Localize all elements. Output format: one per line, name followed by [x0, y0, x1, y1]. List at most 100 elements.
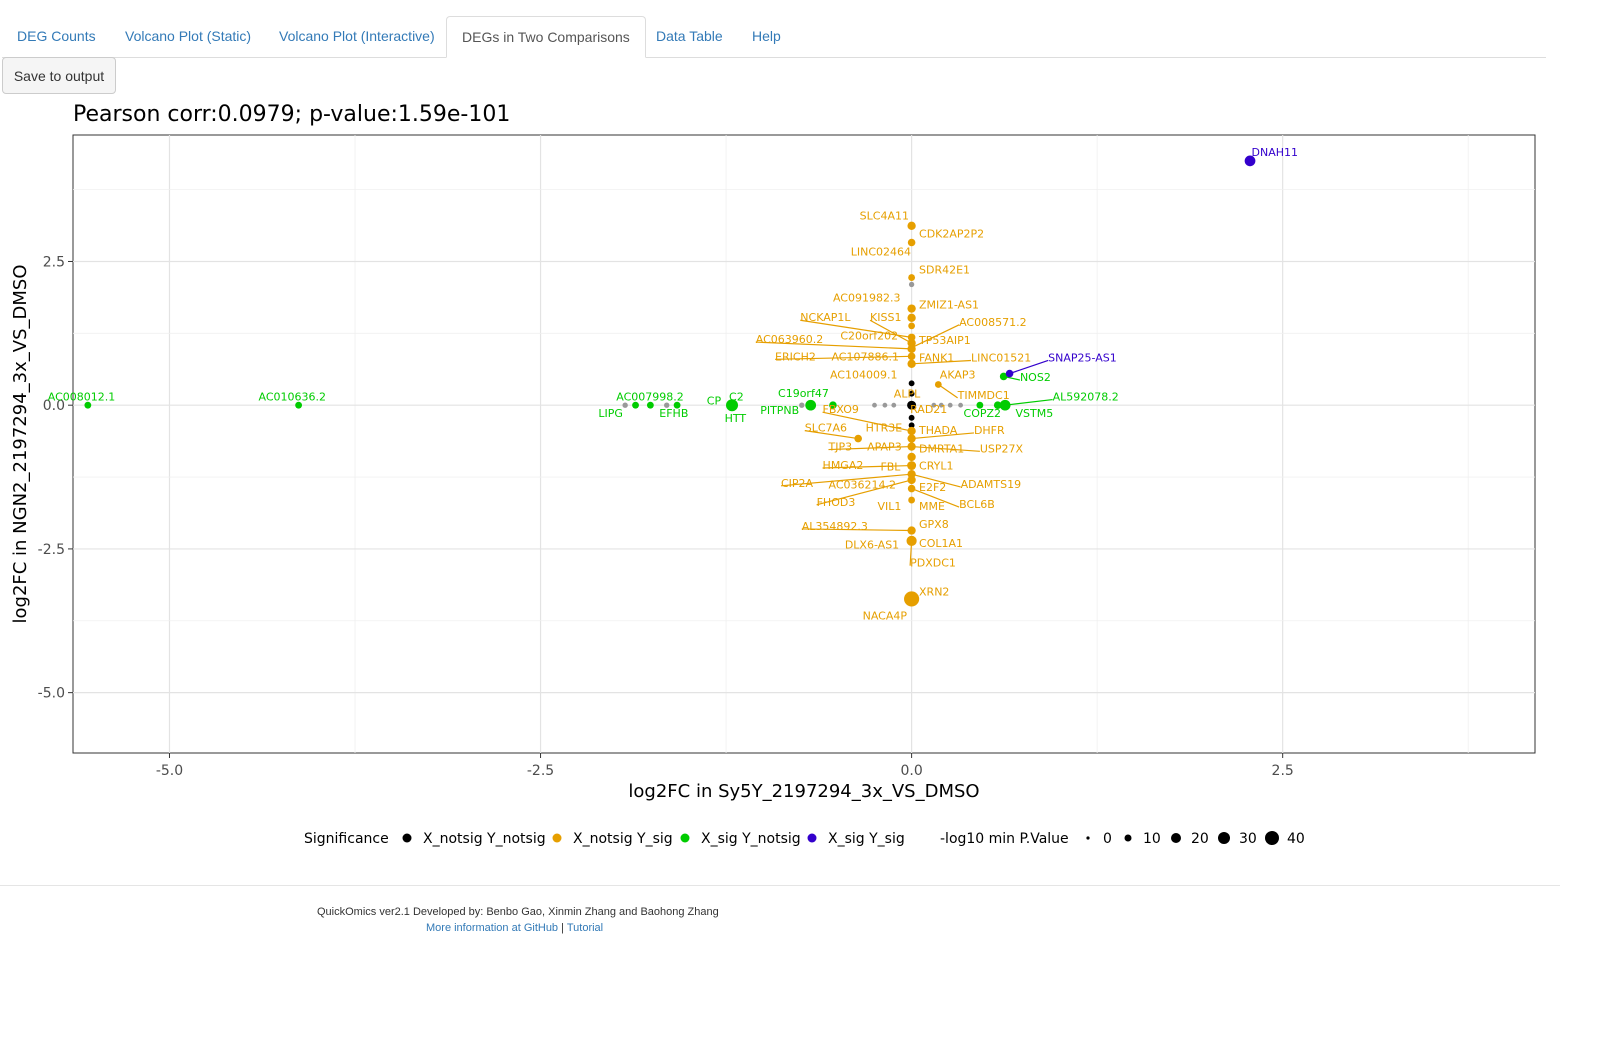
data-point — [947, 402, 953, 408]
gene-label: SLC4A11 — [860, 209, 909, 222]
legend-size-label: 20 — [1191, 831, 1209, 847]
tab-degs-two-comparisons[interactable]: DEGs in Two Comparisons — [446, 16, 646, 58]
data-point — [907, 442, 916, 451]
github-link[interactable]: More information at GitHub — [426, 922, 559, 934]
footer-divider — [0, 885, 1560, 886]
gene-label: DNAH11 — [1252, 146, 1299, 159]
gene-label: HTR3E — [866, 422, 903, 435]
gene-label: LINC01521 — [971, 351, 1031, 364]
gene-label: COL1A1 — [919, 537, 963, 550]
tab-data-table[interactable]: Data Table — [656, 28, 723, 44]
chart-title: Pearson corr:0.0979; p-value:1.59e-101 — [73, 102, 510, 127]
data-point — [907, 452, 916, 462]
data-point — [632, 401, 639, 409]
legend-size-label: 10 — [1143, 831, 1161, 847]
gene-label: ERICH2 — [775, 350, 816, 363]
legend-label: X_sig Y_notsig — [701, 831, 801, 847]
gene-label: PDXDC1 — [910, 557, 956, 570]
data-point — [891, 402, 897, 408]
data-point — [664, 402, 670, 408]
label-leader-line — [911, 487, 960, 508]
data-point — [854, 434, 862, 443]
gene-label: AC008012.1 — [48, 391, 116, 404]
gene-label: E2F2 — [919, 481, 946, 494]
label-leader-line — [775, 355, 912, 360]
gene-label: ZMIZ1-AS1 — [919, 299, 979, 312]
gene-label: THADA — [918, 424, 958, 437]
data-point — [1244, 155, 1256, 167]
data-point — [907, 359, 916, 368]
gene-label: DLX6-AS1 — [845, 538, 899, 551]
data-point — [999, 372, 1008, 381]
data-point — [673, 401, 681, 409]
gene-label: FANK1 — [919, 351, 954, 364]
legend-significance-entries: X_notsig Y_notsig X_notsig Y_sig X_sig Y_n… — [402, 831, 905, 847]
data-point — [872, 402, 877, 408]
gene-label: AC104009.1 — [830, 369, 898, 382]
data-point — [646, 401, 654, 409]
gene-label: TP53AIP1 — [918, 334, 971, 347]
gene-label: DHFR — [974, 424, 1005, 437]
gene-label: AC010636.2 — [259, 391, 327, 404]
label-leader-line — [1009, 359, 1049, 375]
data-point — [907, 238, 916, 247]
gene-label: ADAMTS19 — [961, 478, 1022, 491]
label-leader-line — [911, 473, 961, 488]
gene-label: LINC02464 — [851, 246, 911, 259]
data-point — [907, 526, 916, 535]
label-leader-line — [822, 464, 912, 469]
y-tick-label: -2.5 — [38, 542, 65, 558]
gene-label: SLC7A6 — [805, 422, 847, 435]
label-leader-line — [816, 479, 912, 506]
tab-help[interactable]: Help — [752, 28, 781, 44]
gene-label: ALPL — [894, 388, 921, 401]
save-to-output-button[interactable]: Save to output — [2, 57, 116, 94]
label-leader-line — [828, 445, 912, 451]
data-point — [882, 402, 888, 408]
data-point — [829, 401, 837, 409]
data-point — [906, 535, 917, 546]
data-point — [908, 281, 915, 288]
data-point — [908, 390, 915, 397]
gene-label: NOS2 — [1020, 371, 1051, 384]
data-point — [908, 414, 915, 421]
legend-size-key — [1124, 834, 1132, 842]
gene-label: C20orf202 — [840, 330, 898, 343]
footer-credit: QuickOmics ver2.1 Developed by: Benbo Ga… — [317, 906, 719, 918]
comparison-scatter-plot: Pearson corr:0.0979; p-value:1.59e-101 -… — [0, 95, 1560, 865]
gene-label: LIPG — [598, 407, 623, 420]
legend-size-entries: 0 10 20 30 40 — [1086, 831, 1305, 847]
tab-volcano-interactive[interactable]: Volcano Plot (Interactive) — [279, 28, 435, 44]
tutorial-link[interactable]: Tutorial — [566, 922, 604, 934]
legend-size-key — [1086, 836, 1090, 840]
label-leader-line — [911, 359, 972, 365]
legend-size-label: 40 — [1287, 831, 1305, 847]
data-point — [907, 470, 916, 479]
label-leader-line — [822, 411, 912, 432]
legend-key — [680, 833, 690, 843]
gene-label: CRYL1 — [919, 460, 953, 473]
gene-label: CIP2A — [781, 477, 814, 490]
y-axis-ticks: -5.0 -2.5 0.0 2.5 — [38, 254, 73, 702]
data-point — [908, 422, 915, 429]
data-point — [908, 380, 915, 387]
legend-size-key — [1218, 832, 1230, 844]
gene-label: NCKAP1L — [800, 311, 851, 324]
plot-panel — [72, 134, 1536, 754]
gene-label: COPZ2 — [964, 407, 1002, 420]
data-point — [295, 401, 303, 409]
y-tick-label: -5.0 — [38, 686, 65, 702]
data-point — [907, 333, 916, 342]
label-leader-line — [804, 430, 859, 440]
label-leader-line — [911, 432, 975, 440]
data-point — [904, 591, 920, 607]
gene-label: AC008571.2 — [959, 316, 1027, 329]
data-point — [934, 381, 942, 388]
gene-label: NACA4P — [863, 610, 908, 623]
label-leader-line — [911, 445, 980, 452]
gene-label: KISS1 — [870, 311, 901, 324]
tab-deg-counts[interactable]: DEG Counts — [17, 28, 96, 44]
x-tick-label: -2.5 — [527, 763, 554, 779]
tab-volcano-static[interactable]: Volcano Plot (Static) — [125, 28, 252, 44]
gene-label: BCL6B — [959, 498, 995, 511]
